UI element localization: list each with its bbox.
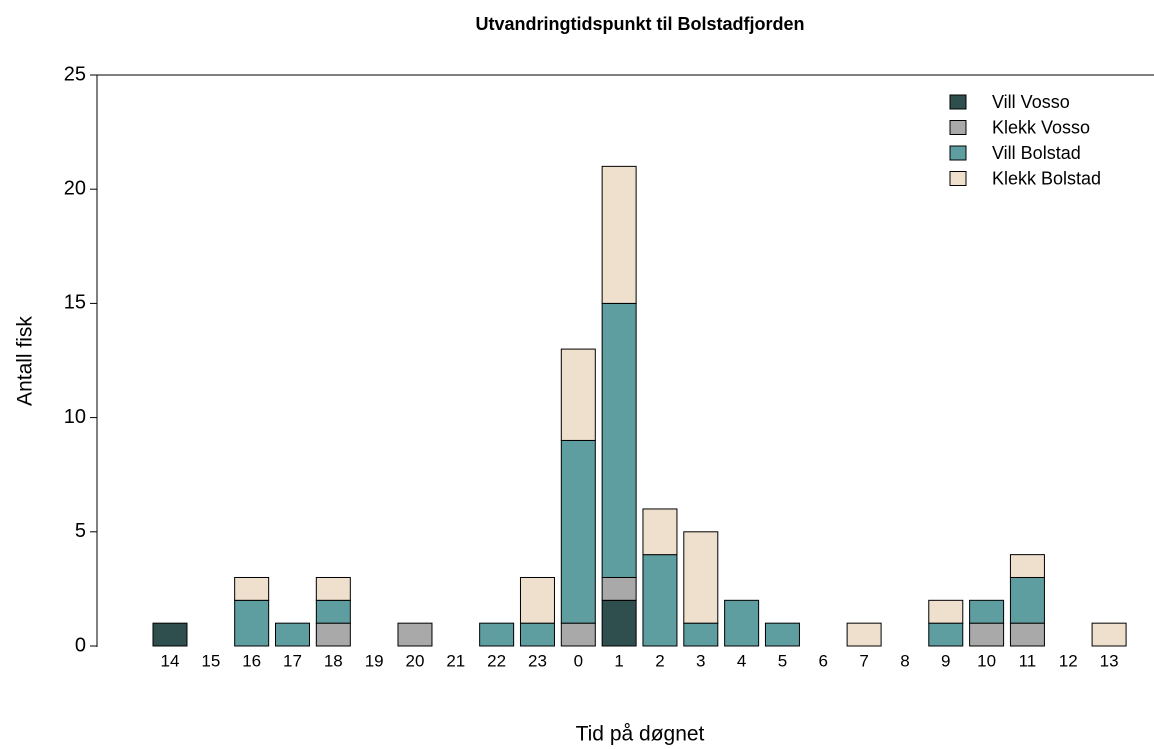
- x-tick-label: 3: [696, 651, 705, 670]
- bar-segment: [560, 439, 596, 624]
- bar-segment: [1091, 622, 1127, 647]
- bar-segment: [560, 348, 596, 441]
- bar-segment: [234, 576, 270, 601]
- x-tick-label: 10: [977, 651, 996, 670]
- bar-segment: [642, 508, 678, 556]
- legend-label: Klekk Vosso: [992, 117, 1090, 137]
- bar-segment: [479, 622, 515, 647]
- bar-segment: [683, 622, 719, 647]
- bar-segment: [683, 531, 719, 624]
- legend-swatch: [949, 120, 967, 135]
- legend-swatch: [949, 171, 967, 186]
- x-tick-label: 4: [737, 651, 746, 670]
- x-tick-label: 18: [324, 651, 343, 670]
- y-tick-label: 20: [64, 177, 86, 199]
- legend-label: Klekk Bolstad: [992, 168, 1101, 188]
- y-tick-label: 15: [64, 292, 86, 314]
- y-tick-label: 25: [64, 63, 86, 85]
- bar-segment: [601, 302, 637, 578]
- bar-segment: [560, 622, 596, 647]
- bar-segment: [928, 599, 964, 624]
- x-tick-label: 13: [1100, 651, 1119, 670]
- x-tick-label: 6: [819, 651, 828, 670]
- bar-segment: [397, 622, 433, 647]
- y-tick-label: 10: [64, 406, 86, 428]
- x-tick-label: 20: [406, 651, 425, 670]
- legend-label: Vill Bolstad: [992, 143, 1081, 163]
- legend-swatch: [949, 94, 967, 110]
- bar-segment: [724, 599, 760, 647]
- x-tick-label: 1: [614, 651, 623, 670]
- bar-segment: [1009, 622, 1045, 647]
- bar-segment: [315, 599, 351, 624]
- bar-segment: [969, 622, 1005, 647]
- chart-title: Utvandringtidspunkt til Bolstadfjorden: [476, 14, 805, 34]
- y-tick-label: 5: [75, 520, 86, 542]
- bar-segment: [315, 576, 351, 601]
- bar-segment: [642, 554, 678, 647]
- bar-segment: [601, 599, 637, 647]
- bar-segment: [274, 622, 310, 647]
- x-tick-label: 7: [859, 651, 868, 670]
- x-tick-label: 14: [161, 651, 180, 670]
- x-tick-label: 8: [900, 651, 909, 670]
- bar-segment: [315, 622, 351, 647]
- bar-segment: [601, 576, 637, 601]
- x-tick-label: 0: [574, 651, 583, 670]
- x-tick-label: 12: [1059, 651, 1078, 670]
- bar-segment: [1009, 554, 1045, 578]
- bar-segment: [764, 622, 800, 647]
- bar-segment: [152, 622, 188, 647]
- x-tick-label: 2: [655, 651, 664, 670]
- x-tick-label: 22: [487, 651, 506, 670]
- bar-segment: [846, 622, 882, 647]
- y-tick-label: 0: [75, 634, 86, 656]
- bar-segment: [1009, 576, 1045, 624]
- x-tick-label: 9: [941, 651, 950, 670]
- bar-segment: [928, 622, 964, 647]
- x-tick-label: 5: [778, 651, 787, 670]
- x-tick-label: 15: [201, 651, 220, 670]
- x-tick-label: 23: [528, 651, 547, 670]
- bar-segment: [234, 599, 270, 647]
- legend-label: Vill Vosso: [992, 92, 1070, 112]
- bar-segment: [601, 165, 637, 304]
- x-tick-label: 11: [1019, 651, 1037, 670]
- x-tick-label: 19: [365, 651, 384, 670]
- x-tick-label: 17: [283, 651, 302, 670]
- bar-segment: [969, 599, 1005, 624]
- bar-segment: [519, 576, 555, 624]
- bar-segment: [519, 622, 555, 647]
- x-axis-title: Tid på døgnet: [576, 723, 705, 746]
- y-axis-title: Antall fisk: [14, 316, 37, 406]
- legend-swatch: [949, 145, 967, 161]
- x-tick-label: 21: [446, 651, 465, 670]
- x-tick-label: 16: [242, 651, 261, 670]
